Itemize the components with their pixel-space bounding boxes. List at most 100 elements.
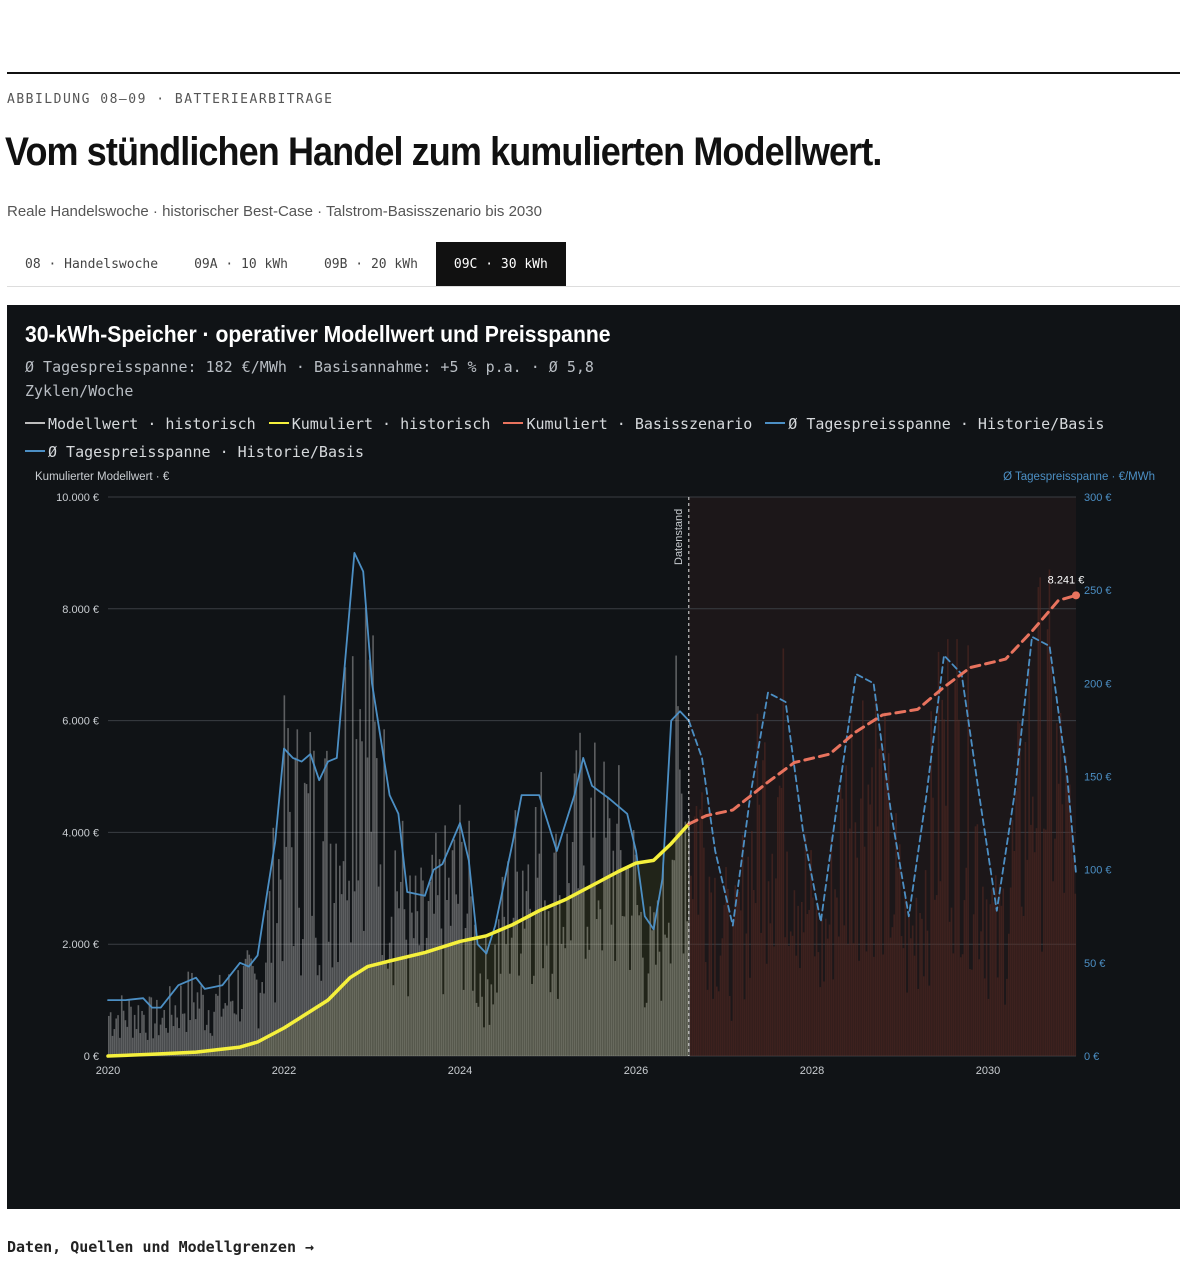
value-bar (775, 878, 777, 1056)
value-bar (211, 1035, 214, 1056)
value-bar (808, 909, 810, 1056)
value-bar (836, 897, 838, 1056)
value-bar (466, 913, 469, 1056)
tab-09a-10kwh[interactable]: 09A · 10 kWh (194, 257, 288, 272)
value-bar (194, 1019, 197, 1056)
value-bar (754, 903, 757, 1056)
tab-09b-20kwh[interactable]: 09B · 20 kWh (323, 257, 418, 272)
value-bar (270, 962, 273, 1056)
value-bar (448, 877, 450, 1056)
value-bar (156, 999, 158, 1056)
value-bar (207, 1010, 210, 1056)
cumulative-line-basis (687, 593, 1078, 826)
value-bar (582, 865, 585, 1056)
value-bar (381, 955, 384, 1056)
sources-link[interactable]: Daten, Quellen und Modellgrenzen → (7, 1238, 315, 1256)
value-bar (460, 841, 463, 1056)
value-bar (242, 966, 245, 1056)
value-bar (669, 963, 672, 1056)
value-bar (776, 797, 779, 1056)
value-bar (523, 928, 526, 1056)
value-bar (1024, 741, 1027, 1056)
value-bar (667, 922, 670, 1056)
value-bar (494, 944, 496, 1056)
value-bar (715, 986, 718, 1056)
value-bar (773, 946, 775, 1056)
value-bar (492, 1004, 494, 1056)
value-bar (109, 1012, 112, 1056)
value-bar (741, 835, 744, 1056)
value-bar (399, 881, 402, 1056)
value-bar (193, 1002, 195, 1056)
value-bar (752, 889, 755, 1056)
value-bar (980, 931, 982, 1056)
value-bar (932, 797, 934, 1056)
value-bar (255, 979, 258, 1056)
tab-handelswoche[interactable]: 08 · Handelswoche (25, 257, 159, 272)
value-bar (137, 1005, 140, 1056)
value-bar (1067, 786, 1069, 1056)
value-bar (486, 979, 489, 1056)
value-bar (204, 1030, 206, 1056)
value-bar (605, 837, 607, 1056)
value-bar (464, 927, 467, 1056)
x-tick-label: 2030 (976, 1065, 1000, 1077)
value-bar (420, 867, 422, 1056)
cutoff-label: Datenstand (673, 509, 685, 565)
value-bar (625, 866, 628, 1056)
value-bar (120, 995, 123, 1056)
value-bar (322, 841, 324, 1056)
value-bar (934, 899, 936, 1056)
value-bar (937, 651, 940, 1056)
value-bar (952, 953, 955, 1056)
value-bar (767, 881, 770, 1056)
value-bar (248, 954, 251, 1056)
value-bar (765, 963, 768, 1056)
value-bar (370, 831, 373, 1056)
value-bar (745, 933, 748, 1056)
value-bar (244, 958, 247, 1056)
value-bar (139, 1033, 142, 1056)
value-bar (237, 970, 239, 1056)
value-bar (656, 900, 659, 1056)
value-bar (425, 937, 428, 1056)
value-bar (549, 992, 552, 1056)
value-bar (366, 757, 369, 1056)
value-bar (935, 895, 938, 1056)
value-bar (762, 760, 764, 1056)
value-bar (799, 968, 801, 1056)
value-bar (873, 956, 875, 1056)
value-bar (259, 992, 262, 1056)
value-bar (919, 913, 921, 1056)
value-bar (1039, 577, 1041, 1056)
value-bar (991, 889, 993, 1056)
y-right-tick-label: 0 € (1084, 1051, 1099, 1063)
value-bar (113, 1029, 116, 1056)
value-bar (738, 892, 740, 1056)
value-bar (898, 844, 901, 1056)
value-bar (436, 895, 439, 1056)
value-bar (638, 915, 640, 1056)
value-bar (533, 975, 535, 1056)
value-bar (1019, 723, 1021, 1056)
value-bar (185, 1031, 188, 1056)
value-bar (793, 890, 796, 1056)
page-title: Vom stündlichen Handel zum kumulierten M… (5, 130, 882, 174)
legend-label: Ø Tagespreisspanne · Historie/Basis (48, 443, 365, 461)
value-bar (817, 952, 820, 1056)
tab-09c-30kwh[interactable]: 09C · 30 kWh (435, 242, 566, 286)
y-right-tick-label: 150 € (1084, 772, 1112, 784)
page-subtitle: Reale Handelswoche · historischer Best-C… (7, 203, 542, 220)
value-bar (861, 700, 864, 1056)
value-bar (481, 996, 483, 1056)
value-bar (558, 895, 561, 1056)
value-bar (446, 899, 448, 1056)
y-left-tick-label: 10.000 € (56, 492, 99, 504)
value-bar (784, 937, 786, 1056)
value-bar (823, 981, 825, 1056)
value-bar (1068, 784, 1071, 1056)
value-bar (496, 992, 498, 1056)
value-bar (1057, 783, 1060, 1056)
value-bar (985, 899, 988, 1056)
value-bar (483, 1027, 485, 1056)
